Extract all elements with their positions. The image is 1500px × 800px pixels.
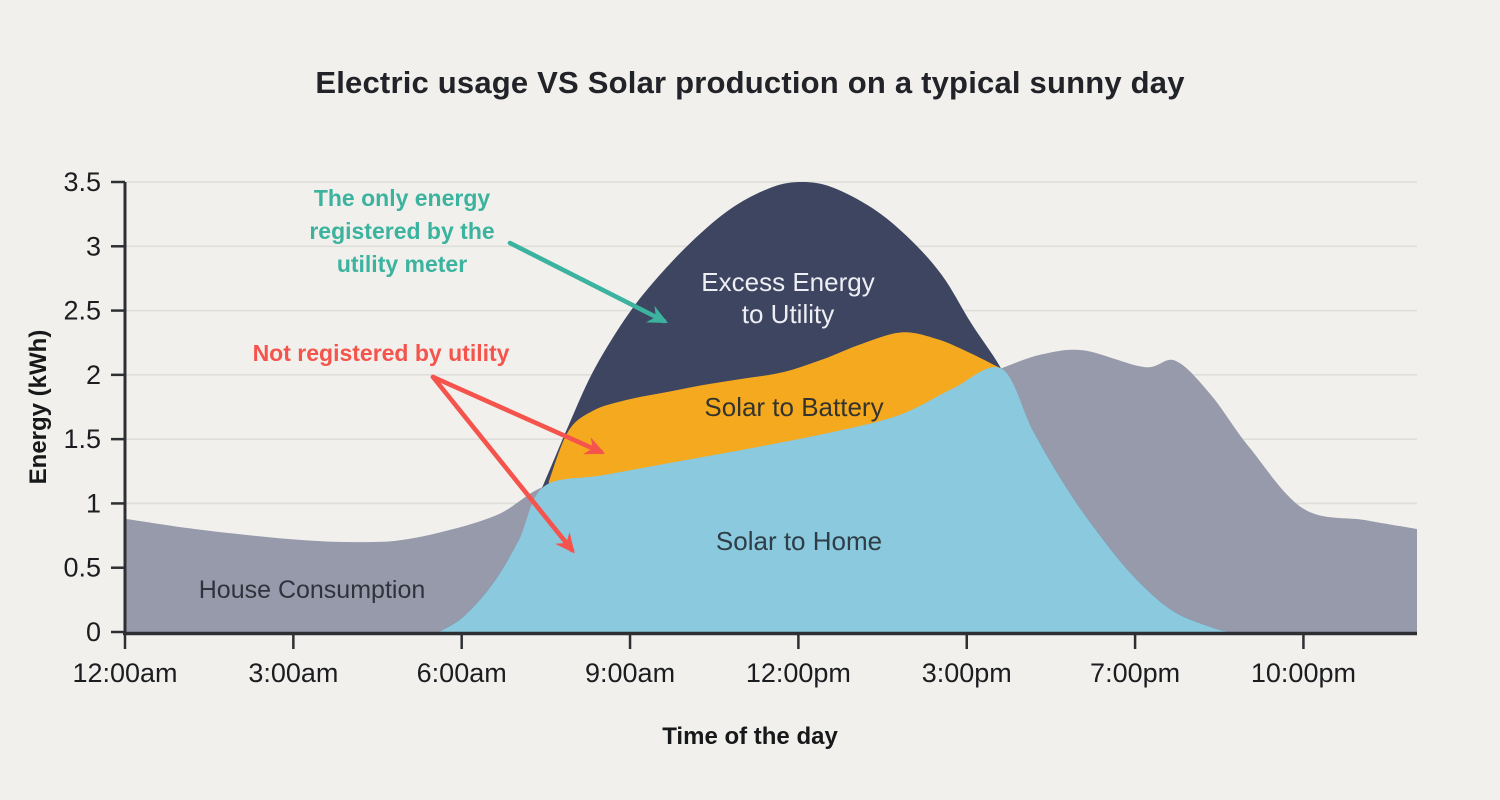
x-tick-label: 7:00pm — [1090, 658, 1180, 688]
red-arrow-to-battery — [430, 374, 606, 455]
label-solar-to-home: Solar to Home — [716, 526, 882, 556]
x-tick-label: 12:00am — [72, 658, 177, 688]
x-tick-label: 3:00pm — [922, 658, 1012, 688]
x-tick-label: 10:00pm — [1251, 658, 1356, 688]
annotation-not-registered-by-utility: Not registered by utility — [253, 340, 606, 554]
y-tick-label: 1 — [86, 488, 101, 518]
area-solar-to-home — [439, 367, 1229, 632]
label-excess-energy-line2: to Utility — [742, 299, 834, 329]
y-tick-label: 3 — [86, 231, 101, 261]
y-axis-title: Energy (kWh) — [25, 330, 52, 485]
y-tick-label: 2 — [86, 360, 101, 390]
annotation-registered-line3: utility meter — [337, 251, 467, 277]
red-arrow-to-home — [430, 374, 575, 554]
x-tick-label: 12:00pm — [746, 658, 851, 688]
annotation-registered-by-utility: The only energy registered by the utilit… — [309, 185, 668, 324]
annotation-not-registered-text: Not registered by utility — [253, 340, 510, 366]
label-solar-to-battery: Solar to Battery — [704, 392, 883, 422]
annotation-registered-line2: registered by the — [309, 218, 494, 244]
y-tick-label: 1.5 — [63, 424, 101, 454]
label-excess-energy-line1: Excess Energy — [701, 267, 874, 297]
annotation-registered-line1: The only energy — [314, 185, 491, 211]
area-solar-to-battery — [548, 332, 1001, 490]
y-axis-ticks: 0 0.5 1 1.5 2 2.5 3 3.5 — [63, 167, 125, 647]
label-house-consumption: House Consumption — [199, 576, 426, 604]
y-tick-label: 3.5 — [63, 167, 101, 197]
x-tick-label: 6:00am — [417, 658, 507, 688]
x-axis-ticks: 12:00am 3:00am 6:00am 9:00am 12:00pm 3:00pm 7:… — [72, 635, 1356, 688]
x-axis-title: Time of the day — [662, 723, 838, 750]
x-tick-label: 9:00am — [585, 658, 675, 688]
teal-arrow — [507, 240, 668, 324]
y-tick-label: 0 — [86, 617, 101, 647]
y-tick-label: 0.5 — [63, 553, 101, 583]
chart-title: Electric usage VS Solar production on a … — [315, 65, 1185, 100]
x-tick-label: 3:00am — [248, 658, 338, 688]
y-tick-label: 2.5 — [63, 296, 101, 326]
